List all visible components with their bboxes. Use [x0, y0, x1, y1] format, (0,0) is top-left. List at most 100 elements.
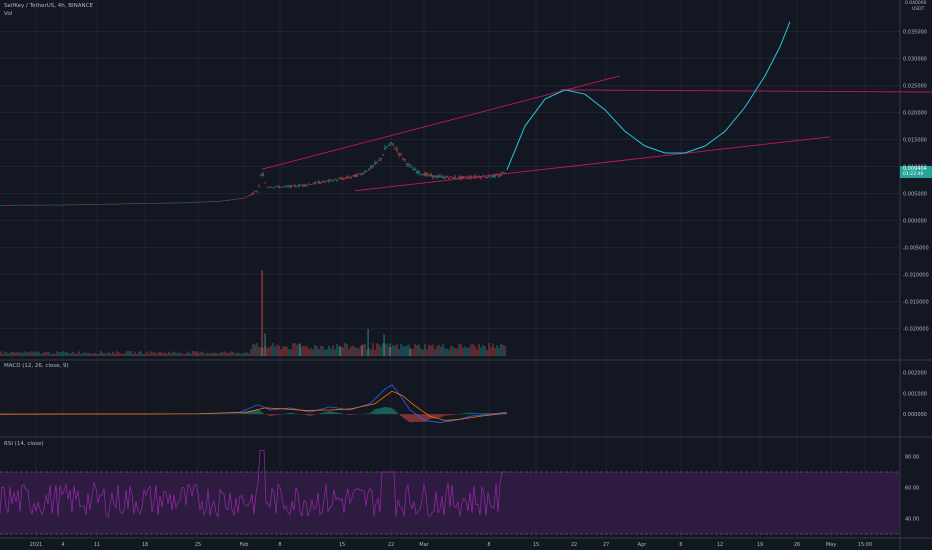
volume-bar [406, 345, 408, 356]
macd-histogram-bar [376, 408, 378, 415]
volume-bar [48, 351, 50, 356]
volume-bar [146, 351, 148, 356]
volume-bar [38, 351, 40, 356]
candle-body [292, 184, 294, 186]
candle-body [422, 174, 424, 176]
volume-bar [108, 352, 110, 356]
volume-bar [366, 349, 368, 356]
candle-body [440, 176, 442, 177]
volume-bar [214, 352, 216, 356]
volume-bar [234, 353, 236, 356]
volume-spike [367, 329, 369, 356]
candle-body [226, 200, 228, 201]
macd-histogram-bar [442, 414, 444, 417]
candle-body [504, 172, 506, 174]
time-axis-label-12: 22 [571, 542, 577, 548]
volume-bar [344, 343, 346, 356]
rsi-axis-label-2: 40.00 [905, 517, 919, 523]
rsi-label[interactable]: RSI (14, close) [4, 441, 44, 447]
volume-bar [92, 353, 94, 356]
candle-body [430, 174, 432, 177]
time-axis-label-11: 15 [533, 542, 539, 548]
volume-bar [426, 349, 428, 356]
volume-bar [112, 351, 114, 356]
candle-body [382, 154, 384, 156]
volume-bar [164, 352, 166, 356]
candle-body [110, 203, 112, 205]
volume-bar [158, 351, 160, 356]
volume-bar [20, 352, 22, 356]
candle-body [232, 199, 234, 200]
candle-body [302, 184, 304, 186]
volume-bar [118, 352, 120, 356]
candle-body [436, 175, 438, 178]
candle-body [162, 202, 164, 204]
volume-bar [4, 351, 6, 356]
candle-body [2, 205, 4, 206]
currency-label[interactable]: USDT [912, 7, 925, 12]
candle-body [266, 186, 268, 188]
macd-histogram-bar [258, 410, 260, 415]
candle-body [288, 185, 290, 187]
volume-bar [274, 346, 276, 356]
candle-body [206, 201, 208, 203]
volume-bar [304, 346, 306, 356]
candle-body [178, 202, 180, 204]
macd-histogram-bar [436, 414, 438, 419]
volume-label[interactable]: Vol [4, 11, 13, 17]
volume-bar [392, 345, 394, 356]
symbol-title[interactable]: SelfKey / TetherUS, 4h, BINANCE [4, 3, 93, 9]
volume-bar [22, 352, 24, 356]
volume-bar [456, 348, 458, 356]
macd-histogram-bar [324, 412, 326, 415]
volume-bar [408, 344, 410, 356]
candle-body [40, 204, 42, 206]
volume-bar [330, 348, 332, 356]
macd-histogram-bar [340, 413, 342, 415]
macd-histogram-bar [336, 412, 338, 415]
macd-histogram-bar [368, 413, 370, 415]
volume-bar [242, 353, 244, 356]
volume-bar [340, 347, 342, 356]
volume-bar [290, 349, 292, 356]
volume-bar [440, 346, 442, 356]
volume-bar [212, 352, 214, 356]
macd-histogram-bar [372, 410, 374, 415]
candle-body [48, 204, 50, 206]
volume-bar [170, 353, 172, 356]
candle-body [268, 187, 270, 188]
volume-bar [72, 351, 74, 356]
volume-bar [90, 353, 92, 356]
volume-bar [394, 345, 396, 356]
time-axis-label-16: 12 [717, 542, 723, 548]
candle-body [420, 174, 422, 175]
macd-histogram-bar [440, 414, 442, 418]
volume-bar [454, 348, 456, 356]
volume-bar [436, 346, 438, 356]
volume-bar [116, 351, 118, 356]
macd-histogram-bar [476, 412, 478, 415]
trendline-2 [559, 89, 932, 93]
macd-histogram-bar [326, 411, 328, 415]
macd-label[interactable]: MACD (12, 26, close, 9) [4, 363, 69, 369]
candle-body [124, 203, 126, 205]
candle-body [326, 180, 328, 182]
candle-body [250, 194, 252, 196]
volume-spike [409, 348, 411, 356]
candle-body [168, 202, 170, 204]
candle-body [464, 176, 466, 177]
candle-body [182, 202, 184, 203]
volume-bar [266, 347, 268, 356]
volume-bar [278, 345, 280, 356]
price-axis-label-3: 0.020000 [903, 111, 927, 117]
macd-histogram-bar [322, 412, 324, 415]
volume-bar [150, 351, 152, 356]
candle-body [442, 176, 444, 179]
candle-body [140, 203, 142, 204]
volume-bar [252, 343, 254, 356]
macd-histogram-bar [466, 412, 468, 415]
volume-spike [339, 346, 341, 356]
candle-body [82, 204, 84, 205]
volume-bar [180, 352, 182, 356]
volume-bars [0, 270, 506, 356]
